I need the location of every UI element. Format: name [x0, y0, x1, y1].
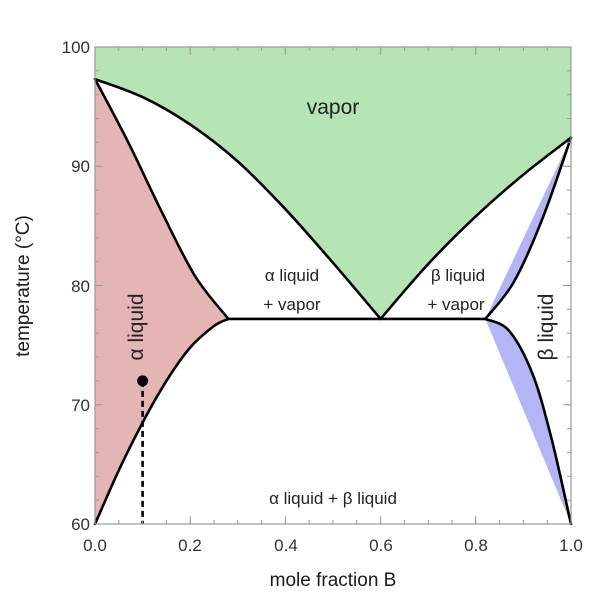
- tick-marks: [94, 46, 572, 525]
- x-tick-label: 1.0: [559, 536, 583, 555]
- beta-bubble-curve: [484, 136, 573, 321]
- x-tick-label: 0.6: [369, 536, 393, 555]
- y-tick-labels: 60 70 80 90 100: [62, 38, 90, 534]
- region-labels: vapor α liquid + vapor β liquid + vapor …: [125, 96, 558, 508]
- x-tick-labels: 0.0 0.2 0.4 0.6 0.8 1.0: [83, 536, 583, 555]
- x-tick-label: 0.0: [83, 536, 107, 555]
- y-tick-label: 60: [71, 515, 90, 534]
- alpha-liquid-label: α liquid: [125, 293, 148, 360]
- vapor-region: [95, 47, 571, 319]
- beta-liquid-label: β liquid: [535, 294, 558, 361]
- y-tick-label: 70: [71, 396, 90, 415]
- x-tick-label: 0.4: [274, 536, 298, 555]
- alpha-vapor-label-line2: + vapor: [263, 295, 321, 314]
- y-tick-label: 80: [71, 277, 90, 296]
- beta-solubility-curve: [484, 317, 573, 526]
- alpha-bubble-curve: [93, 77, 230, 321]
- plot-area: [93, 46, 573, 526]
- beta-dew-curve: [379, 136, 573, 321]
- x-axis-title: mole fraction B: [270, 570, 397, 591]
- beta-vapor-label-line1: β liquid: [431, 266, 485, 285]
- marker-point: [137, 375, 149, 387]
- x-tick-label: 0.2: [178, 536, 202, 555]
- vapor-label: vapor: [307, 96, 360, 119]
- alpha-liquid-region: [95, 79, 229, 524]
- alpha-dew-curve: [93, 77, 382, 321]
- alpha-vapor-label-line1: α liquid: [265, 266, 319, 285]
- x-tick-label: 0.8: [464, 536, 488, 555]
- alpha-solubility-curve: [93, 317, 230, 526]
- state-point-marker: [137, 375, 149, 524]
- phase-boundaries: [93, 77, 573, 526]
- beta-vapor-label-line2: + vapor: [427, 295, 485, 314]
- y-axis-title: temperature (°C): [13, 215, 34, 357]
- two-liquid-label: α liquid + β liquid: [269, 489, 397, 508]
- y-tick-label: 100: [62, 38, 90, 57]
- y-tick-label: 90: [71, 157, 90, 176]
